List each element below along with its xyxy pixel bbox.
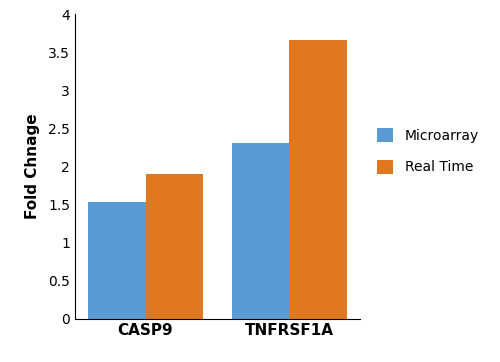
Bar — [146, 174, 203, 319]
Bar — [88, 202, 146, 319]
Y-axis label: Fold Chnage: Fold Chnage — [25, 114, 40, 219]
Bar — [290, 39, 347, 319]
Bar — [232, 143, 289, 319]
Legend: Microarray, Real Time: Microarray, Real Time — [370, 121, 486, 181]
